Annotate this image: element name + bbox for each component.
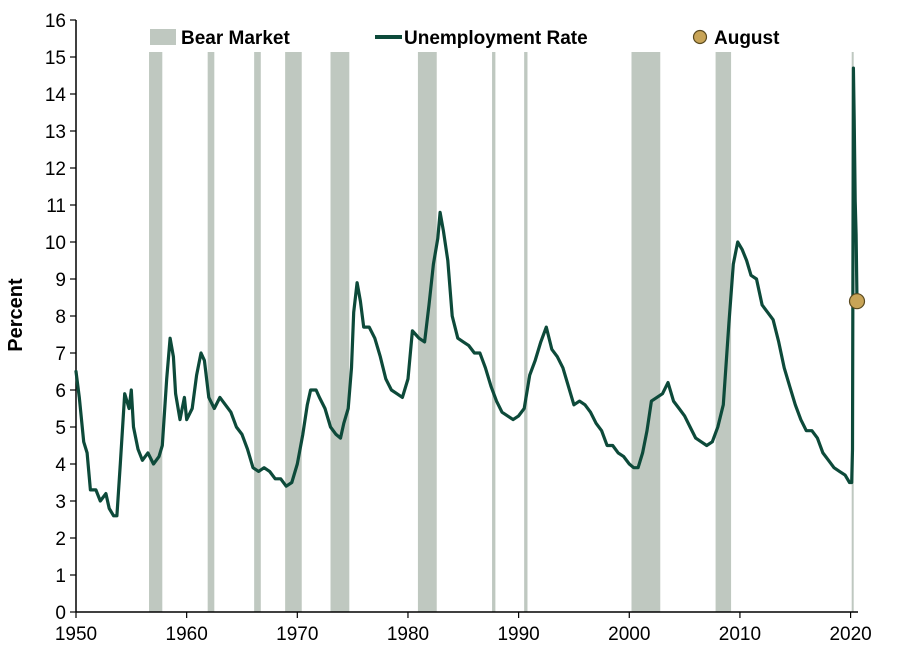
legend-august-marker <box>692 29 708 45</box>
bear-market-band <box>149 52 163 612</box>
y-tick-label: 6 <box>55 381 66 402</box>
x-tick-label: 2020 <box>829 624 871 645</box>
y-tick-label: 8 <box>55 307 66 328</box>
x-tick-label: 2000 <box>608 624 650 645</box>
series-layer <box>74 66 866 518</box>
bear-market-band <box>285 52 302 612</box>
legend: Bear Market Unemployment Rate August <box>150 28 780 49</box>
legend-bear-market-swatch <box>150 29 176 45</box>
y-tick-label: 7 <box>55 344 66 365</box>
y-tick-label: 1 <box>55 566 66 587</box>
y-tick-label: 2 <box>55 529 66 550</box>
x-tick-label: 1980 <box>387 624 429 645</box>
bear-market-band <box>715 52 732 612</box>
y-tick-label: 15 <box>45 48 66 69</box>
x-tick-label: 1950 <box>55 624 97 645</box>
bear-market-band <box>330 52 350 612</box>
bear-market-band <box>492 52 496 612</box>
bear-market-band <box>631 52 661 612</box>
y-tick-label: 13 <box>45 122 66 143</box>
unemployment-rate-line <box>74 66 859 518</box>
x-tick-label: 1990 <box>497 624 539 645</box>
y-tick-label: 14 <box>45 85 67 106</box>
august-marker <box>848 293 866 310</box>
bear-market-band <box>207 52 215 612</box>
y-tick-label: 12 <box>45 159 66 180</box>
y-tick-label: 16 <box>45 11 66 32</box>
y-tick-label: 0 <box>55 603 66 624</box>
y-tick-label: 3 <box>55 492 66 513</box>
legend-august-label: August <box>714 28 780 49</box>
bear-market-band <box>524 52 528 612</box>
bear-market-band <box>254 52 261 612</box>
y-tick-label: 11 <box>46 196 66 217</box>
y-tick-label: 10 <box>45 233 66 254</box>
legend-unemployment-label: Unemployment Rate <box>404 28 588 49</box>
y-tick-label: 4 <box>55 455 66 476</box>
x-tick-label: 1960 <box>166 624 208 645</box>
x-tick-label: 1970 <box>276 624 318 645</box>
y-axis-title: Percent <box>5 278 27 352</box>
y-tick-label: 9 <box>55 270 66 291</box>
y-tick-label: 5 <box>55 418 66 439</box>
x-tick-label: 2010 <box>719 624 761 645</box>
legend-bear-market-label: Bear Market <box>181 28 290 49</box>
bear-market-bands <box>149 52 854 612</box>
